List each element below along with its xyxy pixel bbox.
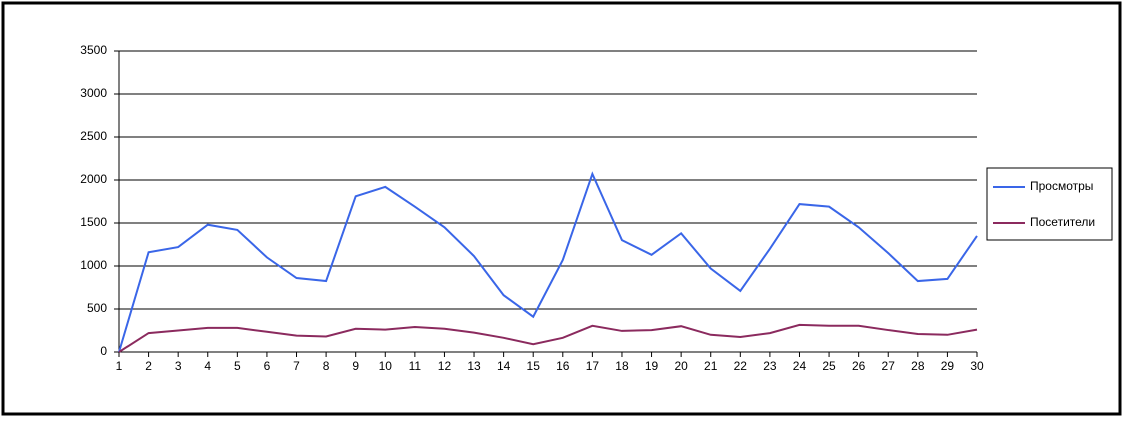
x-tick-label: 16 (556, 359, 570, 373)
x-tick-label: 19 (645, 359, 659, 373)
y-tick-label: 2500 (80, 129, 107, 143)
x-tick-label: 6 (264, 359, 271, 373)
y-tick-label: 500 (87, 301, 107, 315)
legend-box (986, 167, 1113, 241)
line-series (118, 323, 978, 353)
x-tick-label: 30 (970, 359, 984, 373)
legend-label: Просмотры (1030, 179, 1093, 193)
x-tick-label: 13 (467, 359, 481, 373)
x-tick-label: 10 (379, 359, 393, 373)
x-tick-label: 7 (293, 359, 300, 373)
x-tick-label: 18 (615, 359, 629, 373)
x-tick-label: 26 (852, 359, 866, 373)
y-tick-label: 2000 (80, 172, 107, 186)
x-tick-label: 5 (234, 359, 241, 373)
x-tick-label: 2 (145, 359, 152, 373)
legend-label: Посетители (1030, 215, 1095, 229)
x-tick-label: 15 (527, 359, 541, 373)
y-tick-label: 0 (100, 344, 107, 358)
x-tick-label: 24 (793, 359, 807, 373)
x-tick-label: 22 (734, 359, 748, 373)
x-tick-label: 11 (409, 359, 422, 373)
x-tick-label: 1 (116, 359, 123, 373)
x-tick-label: 21 (704, 359, 718, 373)
y-tick-label: 3500 (80, 43, 107, 57)
x-tick-label: 14 (497, 359, 511, 373)
x-tick-label: 23 (763, 359, 777, 373)
x-tick-label: 20 (674, 359, 688, 373)
x-tick-label: 27 (882, 359, 896, 373)
x-tick-label: 29 (941, 359, 955, 373)
y-tick-label: 1000 (80, 258, 107, 272)
y-tick-label: 1500 (80, 215, 107, 229)
x-tick-label: 12 (438, 359, 452, 373)
x-tick-label: 3 (175, 359, 182, 373)
line-series (118, 171, 978, 353)
x-tick-label: 17 (586, 359, 600, 373)
x-tick-label: 25 (822, 359, 836, 373)
x-tick-label: 8 (323, 359, 330, 373)
x-tick-label: 28 (911, 359, 925, 373)
x-tick-label: 4 (204, 359, 211, 373)
x-tick-label: 9 (352, 359, 359, 373)
chart-border (1, 1, 1122, 416)
y-tick-label: 3000 (80, 86, 107, 100)
